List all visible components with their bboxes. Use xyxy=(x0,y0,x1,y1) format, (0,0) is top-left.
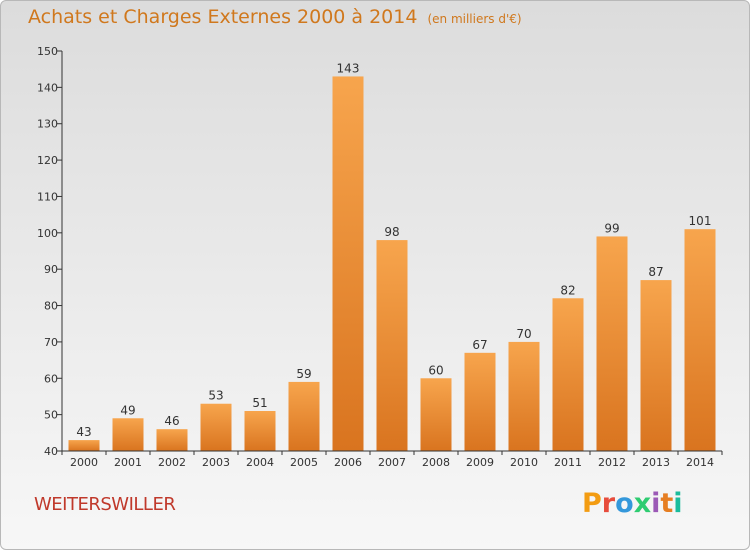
y-tick-label: 140 xyxy=(37,81,58,94)
x-tick-label: 2007 xyxy=(378,456,406,469)
commune-name: WEITERSWILLER xyxy=(34,494,176,515)
data-label-2000: 43 xyxy=(76,425,91,439)
bar-2014 xyxy=(684,229,716,451)
data-label-2001: 49 xyxy=(120,403,135,417)
x-tick-label: 2005 xyxy=(290,456,318,469)
logo-letter: i xyxy=(673,488,683,519)
x-tick-label: 2004 xyxy=(246,456,274,469)
bar-2000 xyxy=(68,440,100,451)
data-label-2002: 46 xyxy=(164,414,179,428)
x-tick-label: 2012 xyxy=(598,456,626,469)
x-tick-label: 2008 xyxy=(422,456,450,469)
bar-2002 xyxy=(156,429,188,451)
x-tick-label: 2003 xyxy=(202,456,230,469)
data-label-2008: 60 xyxy=(428,363,443,377)
data-label-2006: 143 xyxy=(337,61,360,75)
chart-unit: (en milliers d'€) xyxy=(427,12,522,26)
bar-2006 xyxy=(332,76,364,452)
logo-letter: P xyxy=(582,488,602,519)
data-label-2014: 101 xyxy=(689,214,712,228)
y-tick-label: 70 xyxy=(44,336,58,349)
y-tick-label: 50 xyxy=(44,409,58,422)
bar-2004 xyxy=(244,411,276,451)
x-tick-label: 2002 xyxy=(158,456,186,469)
x-tick-label: 2013 xyxy=(642,456,670,469)
bar-2011 xyxy=(552,298,584,451)
logo-letter: x xyxy=(633,488,652,519)
data-label-2009: 67 xyxy=(472,338,487,352)
y-tick-label: 90 xyxy=(44,263,58,276)
data-label-2004: 51 xyxy=(252,396,267,410)
logo-letter: i xyxy=(651,488,661,519)
x-tick-label: 2009 xyxy=(466,456,494,469)
bar-2010 xyxy=(508,341,540,451)
bar-2003 xyxy=(200,403,232,451)
y-tick-label: 110 xyxy=(37,190,58,203)
x-tick-label: 2010 xyxy=(510,456,538,469)
data-label-2012: 99 xyxy=(604,221,619,235)
x-tick-label: 2011 xyxy=(554,456,582,469)
bar-2013 xyxy=(640,280,672,451)
bar-2008 xyxy=(420,378,452,451)
y-tick-label: 130 xyxy=(37,118,58,131)
x-tick-label: 2000 xyxy=(70,456,98,469)
logo-letter: r xyxy=(601,488,616,519)
bar-2012 xyxy=(596,236,628,451)
y-tick-label: 120 xyxy=(37,154,58,167)
logo-letter: t xyxy=(660,488,674,519)
proxiti-logo: Proxiti xyxy=(582,488,683,519)
x-tick-label: 2006 xyxy=(334,456,362,469)
data-label-2005: 59 xyxy=(296,367,311,381)
axes-group: 2000 2001 2002 2003 2004 2005 2006 2007 2008 2009… xyxy=(37,45,723,469)
x-tick-label: 2014 xyxy=(686,456,714,469)
chart-title: Achats et Charges Externes 2000 à 2014 (e… xyxy=(28,6,522,28)
chart-title-text: Achats et Charges Externes 2000 à 2014 xyxy=(28,6,418,28)
y-tick-label: 80 xyxy=(44,300,58,313)
logo-letter: o xyxy=(615,488,634,519)
data-label-2011: 82 xyxy=(560,283,575,297)
data-label-2010: 70 xyxy=(516,327,531,341)
data-label-2007: 98 xyxy=(384,225,399,239)
y-tick-label: 100 xyxy=(37,227,58,240)
bar-2005 xyxy=(288,381,320,451)
y-tick-label: 150 xyxy=(37,45,58,58)
bar-2009 xyxy=(464,352,496,451)
data-label-2013: 87 xyxy=(648,265,663,279)
bar-2001 xyxy=(112,418,144,451)
y-tick-label: 60 xyxy=(44,372,58,385)
bar-2007 xyxy=(376,240,408,451)
data-label-2003: 53 xyxy=(208,389,223,403)
bars-group: 43 49 46 53 51 59 143 98 60 67 70 82 99 87 101 xyxy=(68,61,716,452)
x-tick-label: 2001 xyxy=(114,456,142,469)
y-tick-label: 40 xyxy=(44,445,58,458)
